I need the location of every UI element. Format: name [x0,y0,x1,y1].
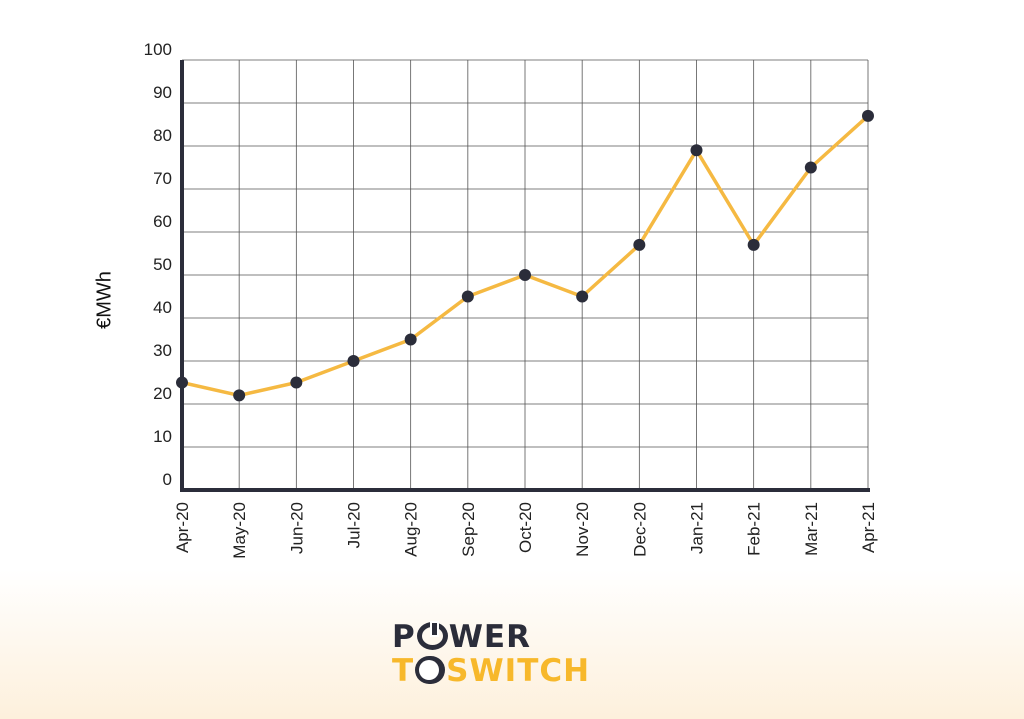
logo-line-to-switch: T SWITCH [392,656,590,687]
x-tick-label-Jan-21: Jan-21 [688,502,707,554]
y-tick-label-90: 90 [153,83,172,102]
data-point-Apr-20 [176,376,188,389]
logo-text-p: P [392,619,416,655]
x-tick-label-Apr-21: Apr-21 [859,502,878,553]
x-tick-label-Sep-20: Sep-20 [459,502,478,557]
data-point-Aug-20 [404,333,417,346]
x-tick-label-Dec-20: Dec-20 [630,502,649,557]
data-point-Apr-21 [862,109,874,122]
data-point-Jan-21 [690,144,703,157]
power-symbol-icon [416,621,448,650]
x-tick-label-Mar-21: Mar-21 [802,502,821,556]
data-point-Jul-20 [347,355,360,367]
y-tick-label-40: 40 [153,298,172,317]
series-layer [176,109,874,402]
logo-line-power: P WER [392,619,531,655]
data-point-Feb-21 [747,238,760,251]
y-tick-label-50: 50 [153,255,172,274]
data-point-Jun-20 [290,376,303,389]
x-tick-label-Aug-20: Aug-20 [402,502,421,557]
x-tick-label-May-20: May-20 [230,502,249,559]
y-tick-label-0: 0 [163,470,172,489]
x-tick-label-Apr-20: Apr-20 [173,502,192,553]
x-tick-label-Oct-20: Oct-20 [516,502,535,553]
toggle-switch-icon [415,656,446,684]
y-tick-label-20: 20 [153,384,172,403]
y-tick-label-10: 10 [153,427,172,446]
logo-text-wer: WER [448,619,531,655]
y-tick-label-70: 70 [153,169,172,188]
data-point-Oct-20 [519,269,531,281]
x-tick-label-Jun-20: Jun-20 [287,502,306,554]
grid-lines [182,59,869,490]
data-point-Dec-20 [633,238,646,251]
line-chart: 0 10 20 30 40 50 60 70 80 90 100 Apr-20 May-20 Jun-2… [93,40,878,559]
y-axis-title: €MWh [93,271,115,329]
axes [180,60,870,492]
logo-text-t: T [392,653,415,689]
y-tick-labels: 0 10 20 30 40 50 60 70 80 90 100 [144,40,172,489]
y-tick-label-80: 80 [153,126,172,145]
data-point-Nov-20 [576,290,589,303]
x-tick-labels: Apr-20 May-20 Jun-20 Jul-20 Aug-20 Sep-20 Oct-… [173,502,878,559]
y-tick-label-100: 100 [144,40,172,59]
logo-text-switch: SWITCH [446,653,591,689]
power-to-switch-logo: P WER T SWITCH [392,619,602,690]
data-point-Mar-21 [804,161,817,174]
x-tick-label-Nov-20: Nov-20 [573,502,592,557]
y-tick-label-30: 30 [153,341,172,360]
x-tick-label-Jul-20: Jul-20 [345,502,364,548]
data-point-Sep-20 [461,290,474,303]
x-tick-label-Feb-21: Feb-21 [745,502,764,556]
y-tick-label-60: 60 [153,212,172,231]
data-point-May-20 [233,389,246,402]
